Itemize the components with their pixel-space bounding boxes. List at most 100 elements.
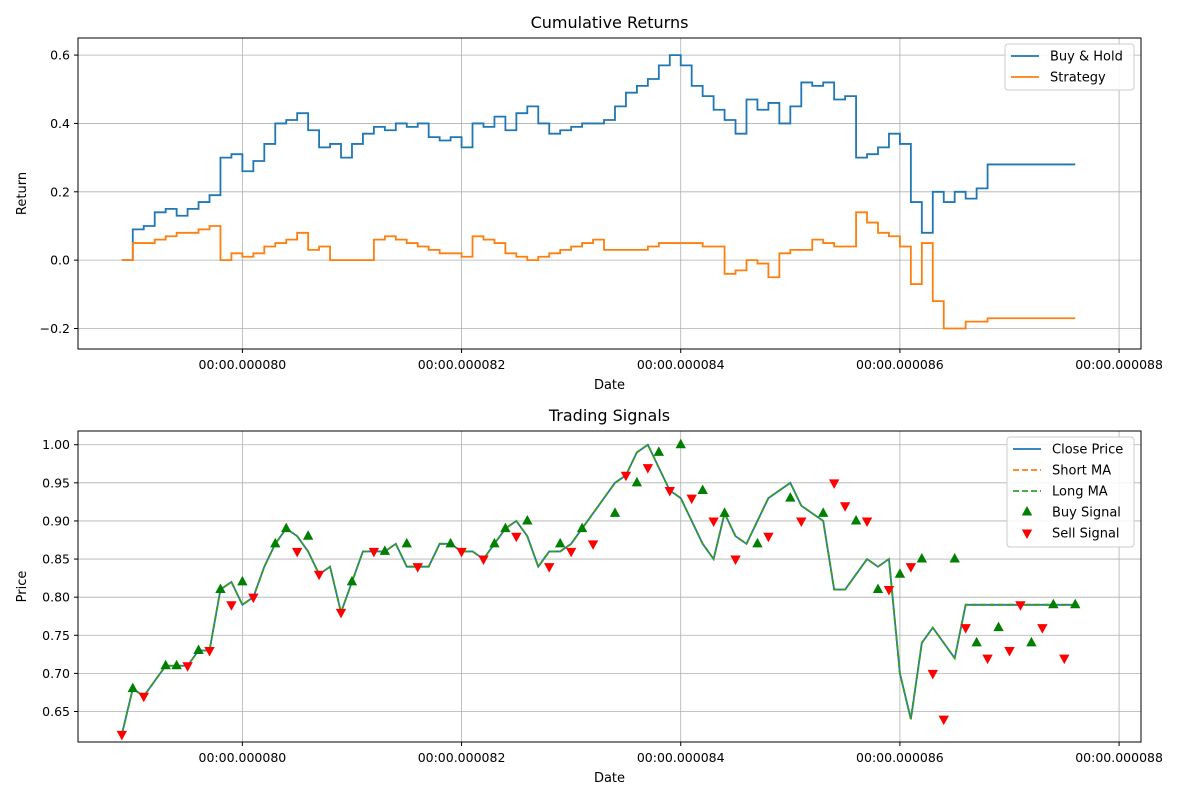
x-tick-label: 00:00.000080 (199, 750, 287, 765)
y-tick-label: 0.70 (42, 666, 70, 681)
legend-buy-signal-label: Buy Signal (1052, 506, 1121, 521)
y-axis-label: Price (15, 571, 30, 603)
trading-signals-chart: 00:00.000080 00:00.000082 00:00.000084 00:0… (15, 406, 1163, 786)
buy-signal-marker (609, 507, 621, 517)
sell-signal-marker (313, 570, 325, 581)
sell-signal-marker (248, 593, 259, 604)
sell-signal-marker (368, 547, 380, 558)
sell-signal-marker (664, 486, 675, 497)
buy-signal-marker (500, 522, 511, 533)
buy-signal-marker (489, 537, 500, 548)
sell-signal-marker (905, 563, 917, 573)
sell-signal-marker (587, 540, 599, 550)
buy-signal-marker (160, 659, 171, 670)
x-axis-ticks: 00:00.000080 00:00.000082 00:00.000084 00:0… (199, 349, 1163, 372)
x-tick-label: 00:00.000088 (1075, 750, 1163, 765)
plot-area (121, 54, 1076, 330)
buy-signal-marker (1048, 598, 1059, 609)
buy-signal-marker (522, 514, 533, 525)
x-tick-label: 00:00.000086 (856, 357, 944, 372)
buy-signal-marker (445, 537, 456, 548)
legend: Buy & Hold Strategy (1004, 43, 1135, 91)
legend-strategy-label: Strategy (1050, 71, 1106, 86)
buy-hold-line (121, 54, 1076, 262)
buy-signal-marker (171, 659, 182, 670)
buy-signal-marker (872, 583, 884, 594)
axes-frame (77, 430, 1142, 743)
x-tick-label: 00:00.000084 (637, 357, 725, 372)
sell-signal-marker (511, 532, 522, 543)
buy-signal-marker (675, 438, 686, 449)
buy-signal-marker (401, 537, 412, 548)
buy-signal-marker (949, 553, 960, 563)
y-tick-label: 0.90 (42, 513, 70, 528)
buy-signal-marker (281, 522, 292, 533)
x-axis-label: Date (594, 378, 625, 393)
sell-signal-marker (116, 730, 128, 741)
sell-signal-marker (456, 547, 467, 558)
x-tick-label: 00:00.000082 (418, 750, 506, 765)
sell-signal-marker (1015, 601, 1026, 611)
legend-long-ma-label: Long MA (1052, 485, 1108, 500)
sell-signal-marker (335, 608, 347, 619)
x-axis-label: Date (594, 771, 625, 786)
sell-signal-marker (565, 547, 577, 558)
buy-signal-marker (697, 484, 708, 494)
buy-signal-marker (719, 507, 730, 517)
sell-signal-marker (763, 532, 774, 543)
x-tick-label: 00:00.000080 (199, 357, 287, 372)
sell-signal-markers (116, 464, 1070, 741)
sell-signal-marker (927, 669, 938, 680)
sell-signal-marker (828, 479, 840, 489)
x-tick-label: 00:00.000086 (856, 750, 944, 765)
legend-box (1006, 436, 1135, 548)
sell-signal-marker (620, 471, 632, 482)
y-tick-label: 0.2 (50, 184, 70, 199)
strategy-line (121, 211, 1076, 330)
y-tick-label: 0.75 (42, 628, 70, 643)
sell-signal-marker (291, 547, 303, 558)
buy-signal-marker (1070, 598, 1081, 609)
legend-buy-signal-swatch (1021, 506, 1033, 516)
y-tick-label: −0.2 (40, 321, 70, 336)
sell-signal-marker (796, 517, 807, 527)
x-tick-label: 00:00.000084 (637, 750, 725, 765)
sell-signal-marker (686, 494, 697, 505)
y-axis-ticks: 0.65 0.70 0.75 0.80 0.85 0.90 0.95 1.00 (42, 437, 78, 719)
buy-signal-marker (653, 446, 665, 456)
sell-signal-marker (938, 715, 949, 726)
buy-signal-marker (346, 575, 358, 586)
sell-signal-marker (478, 555, 489, 566)
legend-buy-hold-label: Buy & Hold (1050, 50, 1123, 65)
legend-sell-signal-swatch (1021, 529, 1033, 539)
sell-signal-marker (412, 563, 423, 573)
buy-signal-marker (894, 568, 906, 578)
close-price-line (120, 443, 1076, 735)
buy-signal-marker (127, 682, 138, 693)
buy-signal-marker (193, 644, 204, 655)
sell-signal-marker (708, 517, 719, 527)
chart-title: Cumulative Returns (531, 13, 689, 32)
sell-signal-marker (138, 692, 149, 703)
sell-signal-marker (1004, 647, 1015, 657)
legend-sell-signal-label: Sell Signal (1052, 527, 1120, 542)
buy-signal-marker (215, 583, 226, 594)
buy-signal-marker (379, 545, 391, 555)
sell-signal-marker (204, 647, 215, 657)
buy-signal-marker (576, 522, 588, 533)
y-axis-ticks: −0.2 0.0 0.2 0.4 0.6 (40, 48, 78, 336)
sell-signal-marker (1059, 654, 1070, 665)
legend: Close Price Short MA Long MA Buy Signal Sell… (1006, 436, 1135, 548)
buy-signal-marker (1026, 636, 1037, 647)
legend-short-ma-label: Short MA (1052, 464, 1111, 479)
x-tick-label: 00:00.000088 (1075, 357, 1163, 372)
sell-signal-marker (960, 624, 971, 634)
buy-signal-marker (631, 476, 643, 487)
buy-signal-marker (785, 492, 796, 502)
sell-signal-marker (861, 517, 873, 527)
y-tick-label: 0.65 (42, 704, 70, 719)
x-tick-label: 00:00.000082 (418, 357, 506, 372)
y-tick-label: 0.80 (42, 590, 70, 605)
plot-area (116, 438, 1081, 741)
